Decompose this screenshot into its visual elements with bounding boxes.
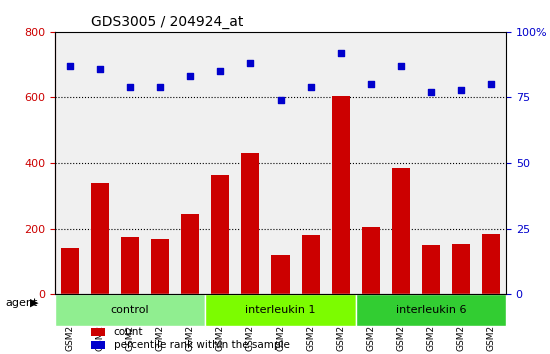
Text: percentile rank within the sample: percentile rank within the sample bbox=[114, 340, 289, 350]
Bar bbox=[332, 96, 350, 295]
Bar bbox=[301, 235, 320, 295]
Bar bbox=[482, 234, 500, 295]
Bar bbox=[91, 328, 104, 336]
Point bbox=[426, 90, 435, 95]
Text: ▶: ▶ bbox=[30, 298, 38, 308]
Point bbox=[96, 66, 104, 72]
Point bbox=[366, 81, 375, 87]
Bar bbox=[362, 227, 380, 295]
Point bbox=[216, 68, 225, 74]
Point bbox=[336, 50, 345, 56]
Bar bbox=[272, 255, 289, 295]
Text: count: count bbox=[114, 327, 143, 337]
Bar bbox=[91, 183, 109, 295]
Text: agent: agent bbox=[6, 298, 38, 308]
Bar bbox=[121, 237, 139, 295]
Point bbox=[306, 84, 315, 90]
Bar bbox=[241, 153, 260, 295]
Bar bbox=[182, 214, 199, 295]
Text: control: control bbox=[111, 305, 150, 315]
Point bbox=[156, 84, 164, 90]
Bar bbox=[151, 239, 169, 295]
FancyBboxPatch shape bbox=[356, 295, 506, 326]
Point bbox=[65, 63, 74, 69]
Text: interleukin 6: interleukin 6 bbox=[395, 305, 466, 315]
Bar bbox=[211, 175, 229, 295]
Point bbox=[276, 97, 285, 103]
Bar bbox=[422, 245, 440, 295]
Point bbox=[456, 87, 465, 92]
Point bbox=[126, 84, 135, 90]
Bar bbox=[452, 244, 470, 295]
Text: interleukin 1: interleukin 1 bbox=[245, 305, 316, 315]
Bar bbox=[392, 168, 410, 295]
FancyBboxPatch shape bbox=[205, 295, 356, 326]
Bar bbox=[61, 249, 79, 295]
FancyBboxPatch shape bbox=[55, 295, 205, 326]
Point bbox=[487, 81, 496, 87]
Point bbox=[246, 61, 255, 66]
Point bbox=[397, 63, 405, 69]
Bar bbox=[91, 341, 104, 349]
Text: GDS3005 / 204924_at: GDS3005 / 204924_at bbox=[91, 16, 244, 29]
Point bbox=[186, 74, 195, 79]
